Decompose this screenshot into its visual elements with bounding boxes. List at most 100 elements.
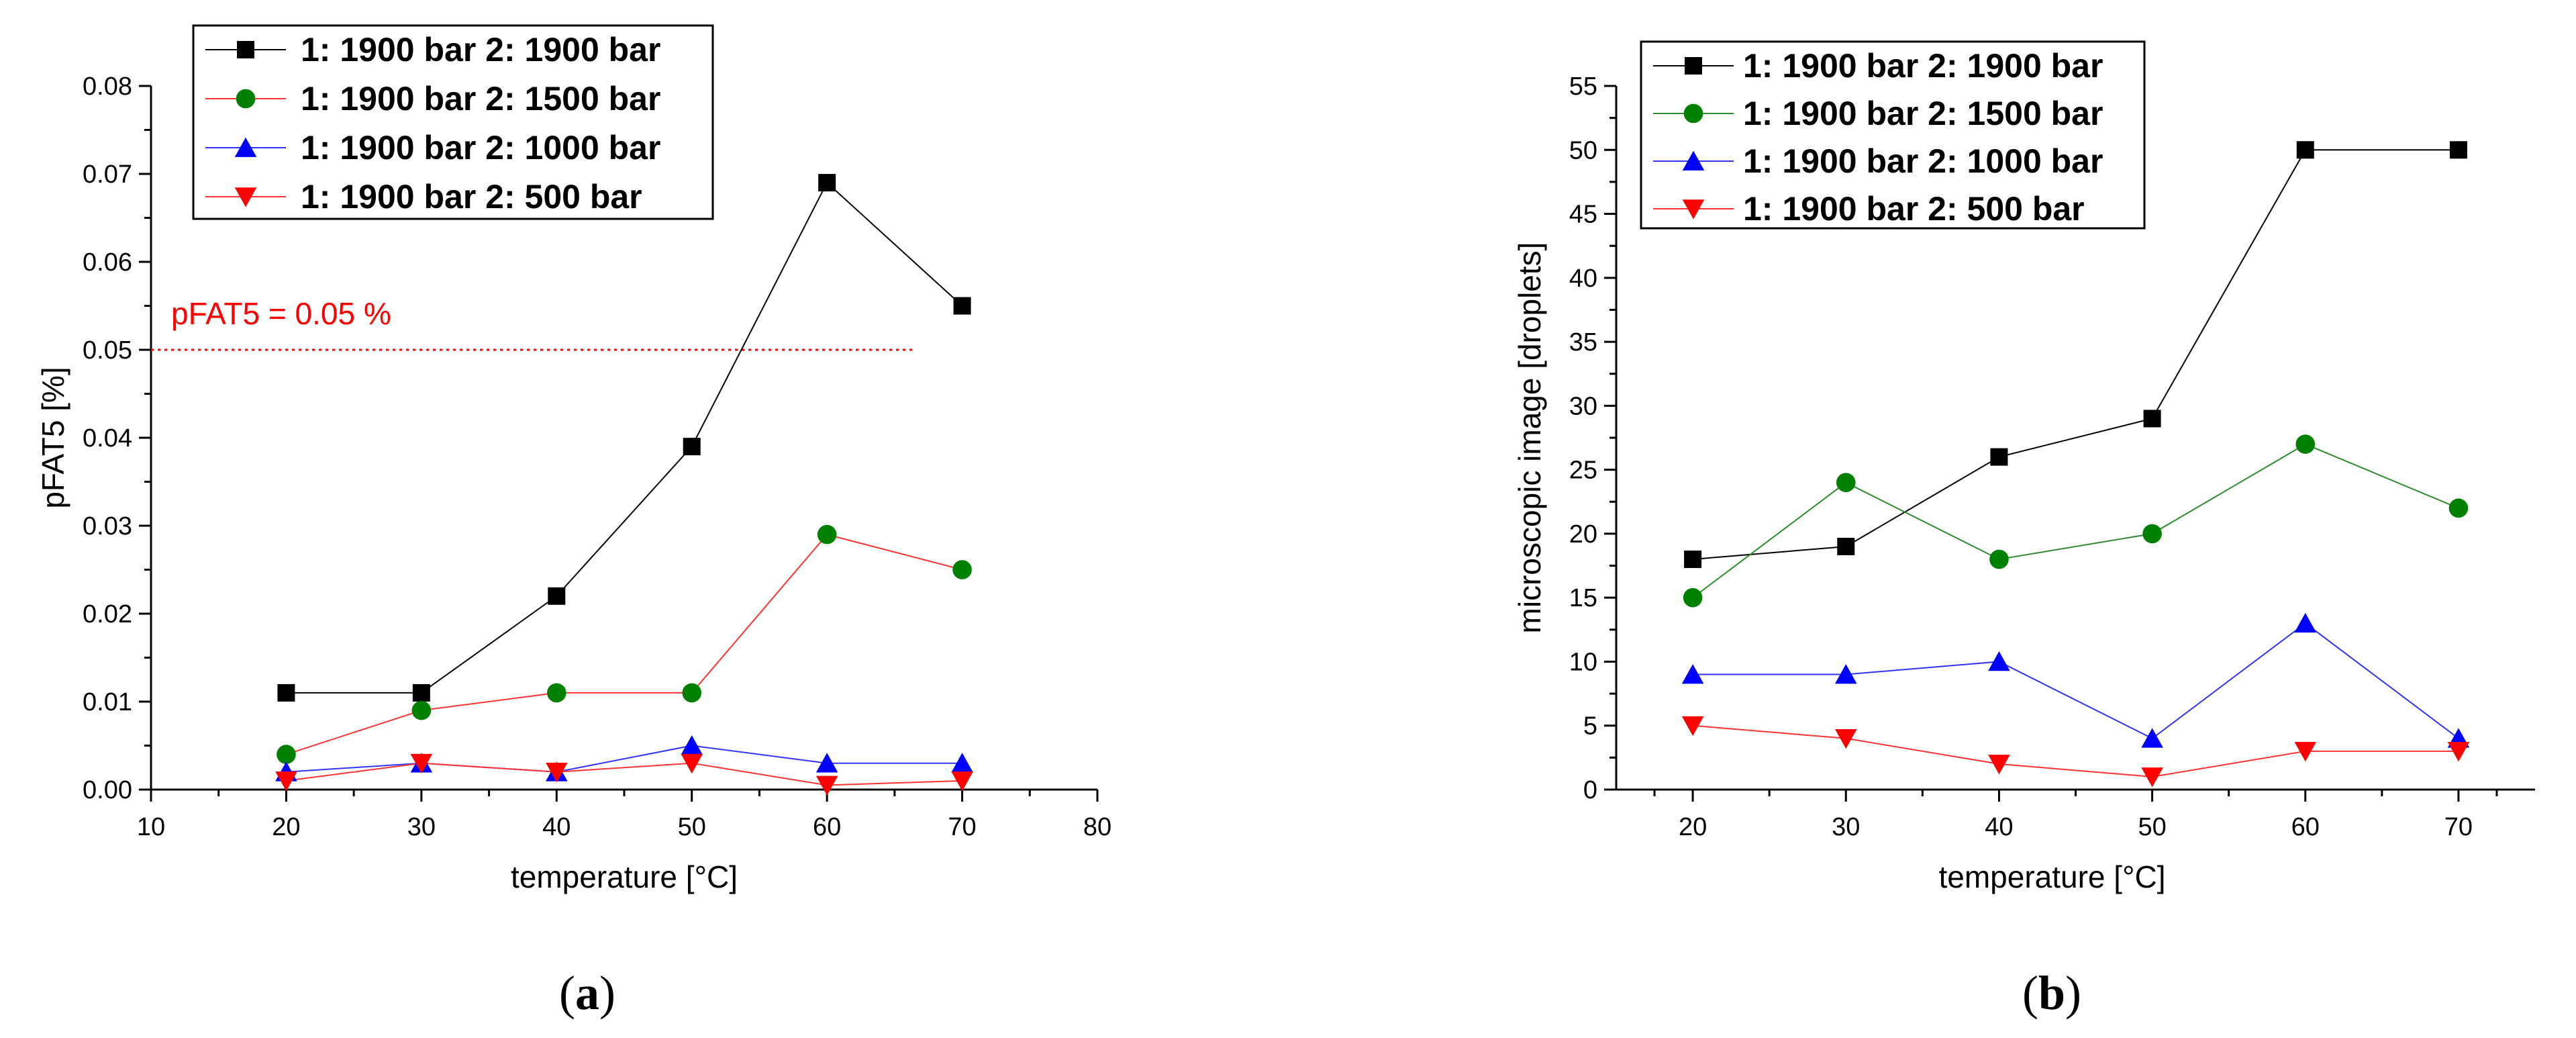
chart-b-series-4-point xyxy=(2294,742,2316,762)
chart-a-x-tick-label: 80 xyxy=(1083,813,1111,841)
chart-b-y-tick-label: 55 xyxy=(1569,73,1597,101)
panel-b-caption-close: ) xyxy=(2065,966,2082,1020)
chart-b-series-4-point xyxy=(2447,742,2470,762)
chart-a-series-2-point xyxy=(546,683,566,703)
chart-b-series-4-point xyxy=(1681,716,1704,737)
chart-b-series-1-point xyxy=(2449,141,2467,159)
chart-a-x-axis-label: temperature [°C] xyxy=(511,859,738,894)
panel-a-caption-open: ( xyxy=(559,966,575,1020)
chart-b-series-2-line xyxy=(1692,443,2459,598)
chart-a-y-tick-label: 0.08 xyxy=(83,73,132,101)
panel-b-caption-open: ( xyxy=(2022,966,2038,1020)
chart-a-series-4-line xyxy=(286,762,962,786)
chart-a-y-tick-label: 0.05 xyxy=(83,336,132,365)
chart-a-series-4-point xyxy=(275,771,297,792)
chart-b-series-4-line xyxy=(1693,724,2459,777)
chart-b-x-tick-label: 60 xyxy=(2291,813,2320,841)
chart-b-series-4-point xyxy=(2141,767,2163,788)
chart-b-series-2-point xyxy=(2295,434,2316,454)
chart-a-x-tick-label: 10 xyxy=(137,813,165,841)
chart-a-legend-label: 1: 1900 bar 2: 500 bar xyxy=(301,178,642,216)
chart-a: 0.00 0.01 0.02 0.03 0.04 0.05 0.06 0.07 0.08 10 20… xyxy=(36,24,1111,894)
chart-a-series-4-point xyxy=(681,753,703,774)
chart-b-series-1-point xyxy=(1990,448,2008,466)
chart-a-legend-marker xyxy=(234,137,257,157)
panel-a-caption: (a) xyxy=(559,969,615,1017)
chart-a-y-tick-label: 0.04 xyxy=(83,424,132,453)
chart-b-x-tick-label: 40 xyxy=(1985,813,2013,841)
chart-b-series-3-point xyxy=(2141,728,2163,748)
panel-a-caption-close: ) xyxy=(599,966,615,1020)
chart-b-y-tick-label: 0 xyxy=(1583,776,1597,804)
chart-a-series-2-point xyxy=(411,700,432,720)
chart-a-series-2-point xyxy=(817,524,837,545)
chart-b-series-1-point xyxy=(1837,537,1855,555)
panel-b-caption: (b) xyxy=(2022,969,2081,1017)
chart-a-x-tick-label: 20 xyxy=(272,813,300,841)
chart-a-series-2-point xyxy=(952,560,972,579)
chart-a-series-2-point xyxy=(277,745,296,764)
chart-a-legend-marker xyxy=(236,89,256,109)
chart-a-threshold-label: pFAT5 = 0.05 % xyxy=(171,296,391,331)
chart-b-x-tick-label: 30 xyxy=(1832,813,1860,841)
chart-b-series-2-point xyxy=(2448,498,2469,518)
chart-b-y-tick-label: 45 xyxy=(1569,201,1597,229)
chart-b-series-3-point xyxy=(1835,664,1857,684)
chart-b-legend-marker xyxy=(1683,103,1703,124)
chart-a-legend-label: 1: 1900 bar 2: 1500 bar xyxy=(301,80,660,117)
chart-a-series-1-point xyxy=(683,438,701,456)
chart-a-series-3-point xyxy=(951,753,973,773)
chart-b-series-3-point xyxy=(1988,651,2010,671)
chart-b-series-2-point xyxy=(1836,473,1856,492)
chart-a-series-3-line xyxy=(286,745,962,773)
chart-b-series-2-point xyxy=(1989,549,2009,569)
chart-b-legend-label: 1: 1900 bar 2: 500 bar xyxy=(1743,190,2085,228)
chart-a-series-1-point xyxy=(277,683,295,702)
chart-a-series-1-point xyxy=(412,683,430,702)
chart-b-legend-label: 1: 1900 bar 2: 1900 bar xyxy=(1743,47,2103,85)
chart-b-y-tick-label: 30 xyxy=(1569,392,1597,420)
chart-b-legend-box xyxy=(1640,40,2146,230)
chart-a-series-1-point xyxy=(953,297,971,315)
chart-b-y-tick-label: 15 xyxy=(1569,584,1597,612)
panel-b-caption-letter: b xyxy=(2038,966,2066,1020)
chart-a-legend-box xyxy=(192,24,714,220)
chart-b-y-tick-label: 5 xyxy=(1583,712,1597,741)
chart-a-y-tick-label: 0.01 xyxy=(83,688,132,716)
chart-b-series-2-point xyxy=(1683,587,1703,608)
chart-b-y-tick-label: 35 xyxy=(1569,328,1597,357)
chart-b-legend-marker xyxy=(1682,150,1705,171)
chart-b-series-2-point xyxy=(2142,524,2162,544)
chart-b-series-1-line xyxy=(1693,149,2459,561)
chart-a-y-tick-label: 0.00 xyxy=(83,776,132,804)
chart-a-x-tick-label: 60 xyxy=(813,813,841,841)
chart-a-series-2-point xyxy=(682,683,702,703)
chart-a-y-tick-label: 0.07 xyxy=(83,160,132,189)
chart-b-series-1-point xyxy=(1684,551,1702,569)
chart-b-legend-label: 1: 1900 bar 2: 1500 bar xyxy=(1743,95,2103,132)
chart-b-series-3-point xyxy=(1681,664,1704,684)
chart-a-series-3-point xyxy=(815,753,838,773)
chart-b-series-4-point xyxy=(1988,755,2010,775)
chart-b-x-tick-label: 70 xyxy=(2444,813,2473,841)
chart-b-y-tick-label: 40 xyxy=(1569,265,1597,293)
chart-a-legend-marker xyxy=(237,41,254,58)
chart-a-series-3-point xyxy=(681,735,703,755)
chart-a-x-tick-label: 50 xyxy=(678,813,706,841)
chart-a-legend-label: 1: 1900 bar 2: 1000 bar xyxy=(301,129,660,167)
chart-a-series-1-point xyxy=(548,587,566,605)
chart-b-y-tick-label: 50 xyxy=(1569,136,1597,164)
chart-b-series-3-point xyxy=(2294,612,2316,633)
chart-a-legend-marker xyxy=(234,187,257,207)
chart-b-legend-label: 1: 1900 bar 2: 1000 bar xyxy=(1743,142,2103,180)
chart-a-x-tick-label: 70 xyxy=(948,813,976,841)
chart-a-y-tick-label: 0.02 xyxy=(83,600,132,628)
chart-b-y-tick-label: 10 xyxy=(1569,648,1597,676)
chart-b-series-1-point xyxy=(2143,410,2161,428)
chart-b-series-1-point xyxy=(2296,141,2314,159)
chart-a-series-4-point xyxy=(951,771,973,792)
chart-b-x-tick-label: 20 xyxy=(1679,813,1707,841)
chart-b-y-tick-label: 20 xyxy=(1569,520,1597,549)
chart-b: 0 5 10 15 20 25 30 35 40 45 50 55 20 30 40 50 60 70 temper… xyxy=(1512,40,2535,894)
